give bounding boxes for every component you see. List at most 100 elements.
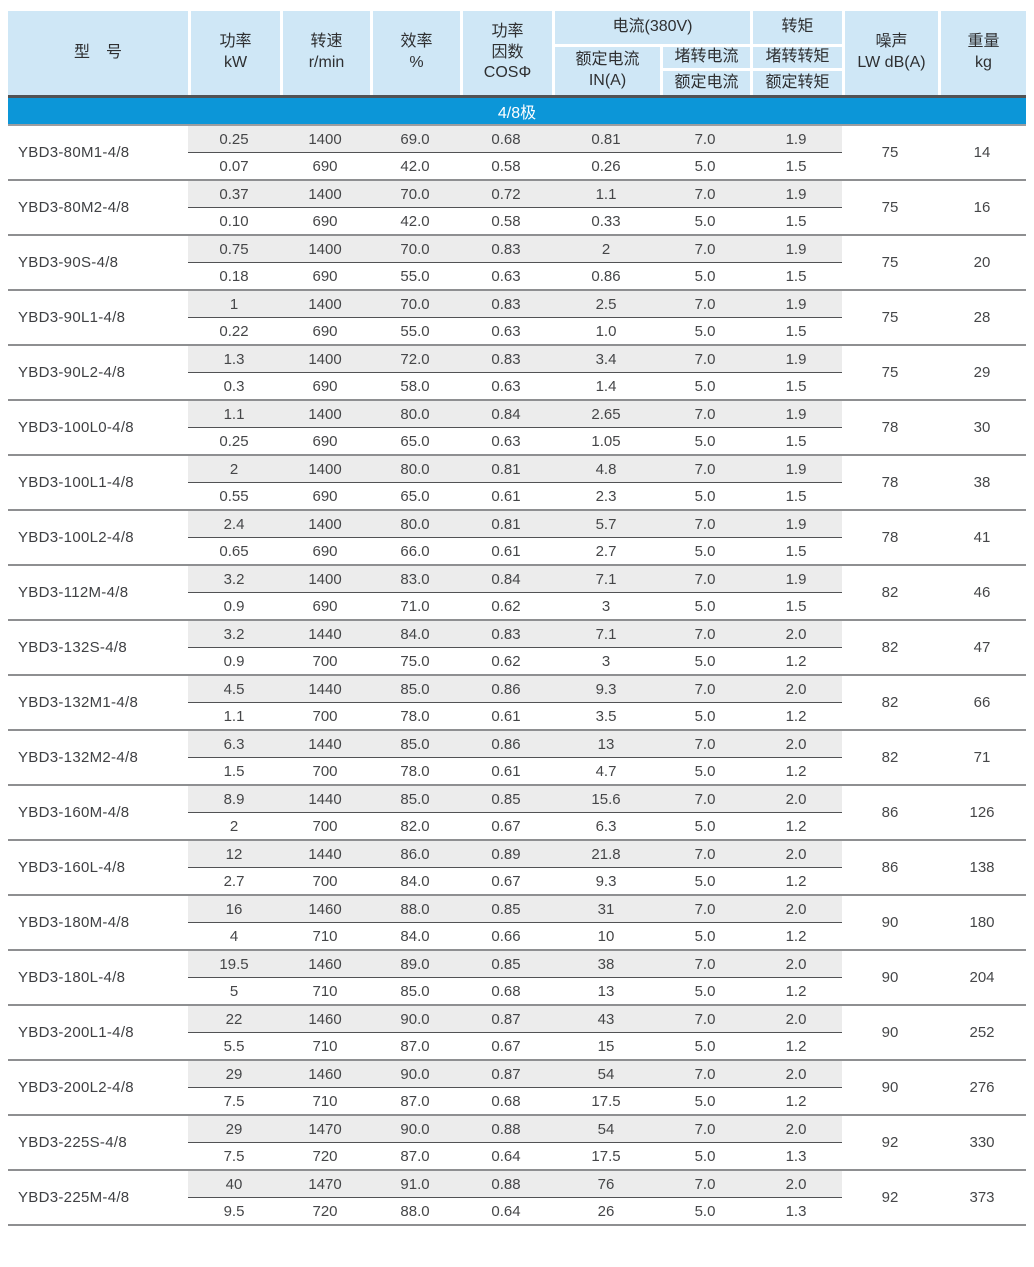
value-cell-low: 710 [280, 978, 370, 1006]
value-cell-high: 0.83 [460, 346, 552, 373]
value-cell-high: 1.3 [188, 346, 280, 373]
value-cell-low: 0.63 [460, 318, 552, 346]
spec-row-low: 0.65 690 66.0 0.61 2.7 5.0 1.5 [8, 538, 1026, 566]
value-cell-low: 6.3 [552, 813, 660, 841]
value-cell-high: 7.0 [660, 511, 750, 538]
header-locked-current-numerator: 堵转电流 [660, 47, 750, 71]
value-cell-low: 0.62 [460, 593, 552, 621]
value-cell-high: 0.85 [460, 786, 552, 813]
value-cell-high: 1.9 [750, 566, 842, 593]
spec-row-high: YBD3-132M1-4/8 4.5 1440 85.0 0.86 9.3 7.0 2.0 82… [8, 676, 1026, 731]
value-cell-high: 29 [188, 1061, 280, 1088]
spec-row-low: 2 700 82.0 0.67 6.3 5.0 1.2 [8, 813, 1026, 841]
noise-cell: 92 [842, 1171, 938, 1226]
value-cell-low: 1.5 [750, 483, 842, 511]
value-cell-low: 5.0 [660, 153, 750, 181]
noise-cell: 86 [842, 786, 938, 841]
value-cell-low: 5.0 [660, 868, 750, 896]
value-cell-low: 5.0 [660, 758, 750, 786]
noise-cell: 82 [842, 566, 938, 621]
value-cell-low: 0.65 [188, 538, 280, 566]
spec-row-high: YBD3-180M-4/8 16 1460 88.0 0.85 31 7.0 2.0 90 180 [8, 896, 1026, 951]
table-header: 型 号 功率 kW 转速 r/min 效率 % 功率 因数 COSΦ 电流(38… [8, 11, 1026, 95]
model-cell: YBD3-112M-4/8 [8, 566, 188, 621]
value-cell-high: 1.9 [750, 346, 842, 373]
value-cell-high: 54 [552, 1116, 660, 1143]
value-cell-low: 65.0 [370, 428, 460, 456]
model-cell: YBD3-180M-4/8 [8, 896, 188, 951]
value-cell-high: 72.0 [370, 346, 460, 373]
value-cell-low: 84.0 [370, 868, 460, 896]
value-cell-high: 40 [188, 1171, 280, 1198]
value-cell-high: 1.9 [750, 401, 842, 428]
value-cell-high: 1400 [280, 291, 370, 318]
value-cell-low: 690 [280, 373, 370, 401]
header-efficiency: 效率 % [370, 11, 460, 95]
value-cell-high: 1.9 [750, 126, 842, 153]
value-cell-high: 54 [552, 1061, 660, 1088]
value-cell-low: 700 [280, 648, 370, 676]
value-cell-high: 7.0 [660, 841, 750, 868]
value-cell-high: 7.0 [660, 951, 750, 978]
value-cell-low: 26 [552, 1198, 660, 1226]
value-cell-high: 1400 [280, 456, 370, 483]
value-cell-low: 1.5 [750, 538, 842, 566]
value-cell-low: 0.33 [552, 208, 660, 236]
value-cell-low: 0.58 [460, 208, 552, 236]
table-body: 4/8极 YBD3-80M1-4/8 0.25 1400 69.0 0.68 0.81 7.… [8, 95, 1026, 1226]
value-cell-low: 87.0 [370, 1033, 460, 1061]
value-cell-low: 71.0 [370, 593, 460, 621]
value-cell-low: 0.66 [460, 923, 552, 951]
model-cell: YBD3-160M-4/8 [8, 786, 188, 841]
value-cell-low: 0.10 [188, 208, 280, 236]
value-cell-high: 1470 [280, 1116, 370, 1143]
value-cell-low: 1.2 [750, 758, 842, 786]
value-cell-low: 5.0 [660, 703, 750, 731]
value-cell-low: 5.0 [660, 593, 750, 621]
spec-row-high: YBD3-200L2-4/8 29 1460 90.0 0.87 54 7.0 2.0 90 27… [8, 1061, 1026, 1116]
value-cell-low: 1.0 [552, 318, 660, 346]
value-cell-low: 5.0 [660, 538, 750, 566]
value-cell-high: 1470 [280, 1171, 370, 1198]
value-cell-high: 7.0 [660, 401, 750, 428]
value-cell-low: 9.3 [552, 868, 660, 896]
value-cell-high: 0.83 [460, 291, 552, 318]
value-cell-low: 78.0 [370, 703, 460, 731]
value-cell-low: 3 [552, 648, 660, 676]
value-cell-high: 0.25 [188, 126, 280, 153]
value-cell-high: 0.81 [460, 456, 552, 483]
value-cell-high: 91.0 [370, 1171, 460, 1198]
value-cell-low: 0.26 [552, 153, 660, 181]
weight-cell: 204 [938, 951, 1026, 1006]
value-cell-low: 1.4 [552, 373, 660, 401]
spec-row-low: 0.25 690 65.0 0.63 1.05 5.0 1.5 [8, 428, 1026, 456]
value-cell-high: 2 [552, 236, 660, 263]
spec-row-low: 1.5 700 78.0 0.61 4.7 5.0 1.2 [8, 758, 1026, 786]
value-cell-high: 70.0 [370, 236, 460, 263]
noise-cell: 75 [842, 346, 938, 401]
value-cell-low: 0.55 [188, 483, 280, 511]
noise-cell: 82 [842, 621, 938, 676]
value-cell-low: 75.0 [370, 648, 460, 676]
value-cell-low: 0.63 [460, 428, 552, 456]
value-cell-low: 5.0 [660, 208, 750, 236]
value-cell-high: 70.0 [370, 291, 460, 318]
value-cell-low: 1.2 [750, 1033, 842, 1061]
value-cell-low: 0.63 [460, 373, 552, 401]
value-cell-high: 1.1 [552, 181, 660, 208]
model-cell: YBD3-90L1-4/8 [8, 291, 188, 346]
value-cell-high: 2.0 [750, 1171, 842, 1198]
weight-cell: 16 [938, 181, 1026, 236]
value-cell-high: 2.0 [750, 1061, 842, 1088]
value-cell-high: 2.0 [750, 896, 842, 923]
noise-cell: 92 [842, 1116, 938, 1171]
value-cell-high: 7.0 [660, 126, 750, 153]
value-cell-high: 2.0 [750, 951, 842, 978]
value-cell-low: 78.0 [370, 758, 460, 786]
value-cell-low: 0.3 [188, 373, 280, 401]
noise-cell: 75 [842, 126, 938, 181]
value-cell-low: 710 [280, 923, 370, 951]
value-cell-low: 58.0 [370, 373, 460, 401]
value-cell-low: 720 [280, 1143, 370, 1171]
value-cell-high: 7.1 [552, 566, 660, 593]
